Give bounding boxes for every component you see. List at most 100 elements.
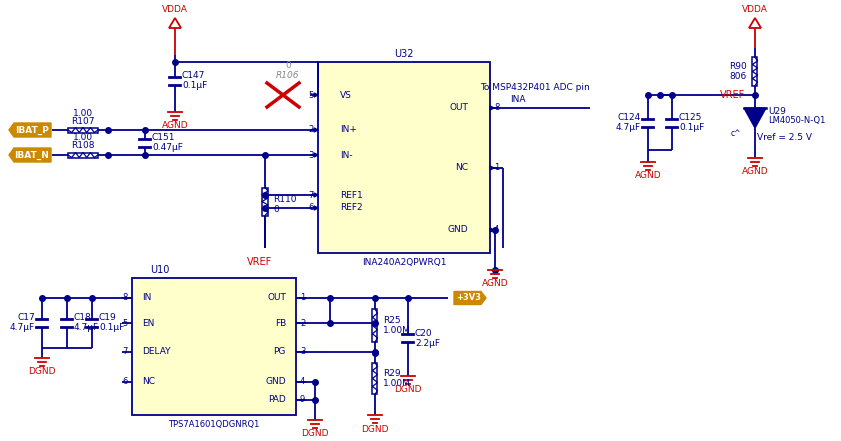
Text: 0: 0 — [285, 60, 291, 70]
Text: DGND: DGND — [394, 385, 421, 395]
Text: PAD: PAD — [268, 396, 286, 404]
Text: R107: R107 — [71, 116, 95, 126]
Polygon shape — [314, 153, 318, 157]
Text: c^: c^ — [731, 128, 741, 138]
Text: VDDA: VDDA — [742, 5, 768, 15]
Text: 1.00M: 1.00M — [383, 379, 411, 388]
Text: VREF: VREF — [247, 257, 272, 267]
Text: PG: PG — [273, 348, 286, 356]
Text: R90: R90 — [729, 62, 747, 71]
Text: C18: C18 — [74, 314, 92, 322]
Text: U10: U10 — [150, 265, 169, 275]
Text: IBAT_N: IBAT_N — [14, 150, 50, 160]
Text: 1: 1 — [300, 294, 305, 303]
Text: 6: 6 — [123, 377, 128, 386]
Bar — [373, 363, 378, 394]
Bar — [68, 153, 98, 157]
Text: EN: EN — [142, 318, 155, 328]
Text: REF2: REF2 — [340, 203, 362, 213]
Polygon shape — [9, 123, 51, 137]
Text: LM4050-N-Q1: LM4050-N-Q1 — [768, 116, 825, 126]
Text: TPS7A1601QDGNRQ1: TPS7A1601QDGNRQ1 — [168, 421, 260, 430]
Text: 3: 3 — [300, 348, 305, 356]
Text: 806: 806 — [730, 72, 747, 81]
Text: C20: C20 — [415, 329, 432, 337]
Text: 8: 8 — [123, 294, 128, 303]
Text: 8: 8 — [494, 104, 500, 112]
Text: 0.47μF: 0.47μF — [152, 143, 182, 152]
Text: U32: U32 — [394, 49, 414, 59]
Text: C151: C151 — [152, 133, 176, 142]
Polygon shape — [744, 108, 766, 128]
Text: 2: 2 — [300, 318, 305, 328]
Text: To MSP432P401 ADC pin: To MSP432P401 ADC pin — [480, 83, 590, 93]
Text: AGND: AGND — [742, 168, 769, 176]
Text: R108: R108 — [71, 142, 95, 150]
Text: 4: 4 — [494, 225, 500, 235]
Text: +3V3: +3V3 — [457, 294, 482, 303]
Text: INA: INA — [510, 96, 526, 105]
Text: 6: 6 — [309, 203, 314, 213]
Text: C19: C19 — [99, 314, 117, 322]
Text: OUT: OUT — [449, 104, 468, 112]
Bar — [132, 278, 296, 415]
Bar — [262, 187, 268, 216]
Text: IN-: IN- — [340, 150, 352, 160]
Text: IN: IN — [142, 294, 151, 303]
Text: DGND: DGND — [362, 425, 389, 434]
Text: Vref = 2.5 V: Vref = 2.5 V — [757, 134, 812, 142]
Text: R106: R106 — [276, 71, 299, 79]
Text: 0: 0 — [273, 205, 278, 214]
Text: U29: U29 — [768, 106, 785, 116]
Text: R25: R25 — [383, 316, 400, 325]
Text: FB: FB — [275, 318, 286, 328]
Text: 0.1μF: 0.1μF — [182, 82, 207, 90]
Polygon shape — [314, 93, 318, 97]
Text: VDDA: VDDA — [162, 5, 188, 15]
Text: IBAT_P: IBAT_P — [15, 125, 49, 135]
Text: 2.2μF: 2.2μF — [415, 339, 440, 348]
Text: AGND: AGND — [482, 280, 508, 288]
Text: AGND: AGND — [635, 172, 661, 180]
Polygon shape — [490, 106, 494, 110]
Text: VREF: VREF — [720, 90, 745, 100]
Text: GND: GND — [447, 225, 468, 235]
Text: VS: VS — [340, 90, 352, 100]
Polygon shape — [314, 128, 318, 132]
Text: 4.7μF: 4.7μF — [10, 324, 35, 333]
Text: R110: R110 — [273, 195, 297, 204]
Text: 5: 5 — [123, 318, 128, 328]
Text: REF1: REF1 — [340, 191, 362, 199]
Text: 1.00M: 1.00M — [383, 326, 411, 335]
Text: INA240A2QPWRQ1: INA240A2QPWRQ1 — [362, 258, 447, 268]
Text: R29: R29 — [383, 369, 400, 378]
Polygon shape — [9, 148, 51, 162]
Text: NC: NC — [455, 164, 468, 172]
Polygon shape — [314, 193, 318, 197]
Text: GND: GND — [266, 377, 286, 386]
Bar — [373, 309, 378, 342]
Text: 7: 7 — [123, 348, 128, 356]
Bar — [318, 62, 490, 253]
Text: AGND: AGND — [161, 122, 188, 131]
Text: C125: C125 — [679, 113, 702, 122]
Text: 1.00: 1.00 — [73, 108, 93, 117]
Polygon shape — [454, 292, 486, 304]
Text: OUT: OUT — [267, 294, 286, 303]
Text: IN+: IN+ — [340, 126, 357, 135]
Text: 7: 7 — [309, 191, 314, 199]
Text: 0.1μF: 0.1μF — [679, 123, 704, 132]
Text: 4.7μF: 4.7μF — [616, 123, 641, 132]
Text: 4: 4 — [300, 377, 305, 386]
Bar — [753, 57, 758, 86]
Text: 1.00: 1.00 — [73, 134, 93, 142]
Text: DGND: DGND — [29, 367, 56, 377]
Text: 2: 2 — [309, 126, 314, 135]
Text: NC: NC — [142, 377, 155, 386]
Text: C17: C17 — [18, 314, 35, 322]
Text: DGND: DGND — [301, 430, 329, 438]
Bar — [68, 127, 98, 132]
Text: 4.7μF: 4.7μF — [74, 324, 99, 333]
Text: 9: 9 — [300, 396, 305, 404]
Text: C147: C147 — [182, 71, 205, 81]
